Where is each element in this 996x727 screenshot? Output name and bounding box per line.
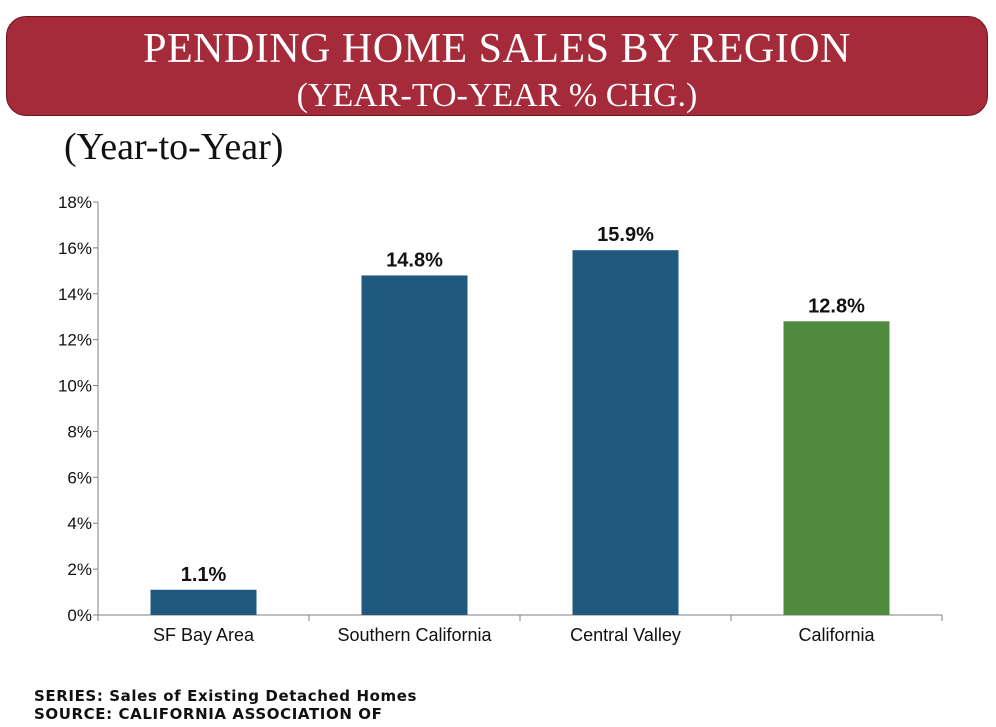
y-tick-label: 10%: [58, 377, 92, 396]
data-label: 1.1%: [181, 564, 227, 586]
y-tick-label: 4%: [67, 514, 92, 533]
bar: [150, 589, 257, 615]
series-note: SERIES: Sales of Existing Detached Homes: [34, 687, 418, 705]
y-tick-label: 16%: [58, 239, 92, 258]
page-title: PENDING HOME SALES BY REGION: [143, 26, 851, 72]
x-tick-label: SF Bay Area: [153, 625, 255, 645]
page-subtitle: (YEAR-TO-YEAR % CHG.): [296, 77, 698, 114]
x-tick-label: Southern California: [337, 625, 492, 645]
x-tick-label: California: [798, 625, 875, 645]
bar: [783, 321, 890, 615]
y-tick-label: 0%: [67, 606, 92, 625]
bar: [572, 250, 679, 615]
data-label: 14.8%: [386, 249, 443, 271]
data-label: 12.8%: [808, 295, 865, 317]
title-banner: PENDING HOME SALES BY REGION (YEAR-TO-YE…: [6, 16, 988, 116]
y-tick-label: 18%: [58, 193, 92, 212]
data-label: 15.9%: [597, 224, 654, 246]
y-tick-label: 8%: [67, 422, 92, 441]
y-tick-label: 12%: [58, 331, 92, 350]
y-tick-label: 2%: [67, 560, 92, 579]
chart-subtitle: (Year-to-Year): [64, 126, 284, 168]
y-tick-label: 6%: [67, 468, 92, 487]
source-note: SOURCE: CALIFORNIA ASSOCIATION OF: [34, 705, 383, 723]
x-tick-label: Central Valley: [570, 625, 681, 645]
y-tick-label: 14%: [58, 285, 92, 304]
bar: [361, 275, 468, 615]
